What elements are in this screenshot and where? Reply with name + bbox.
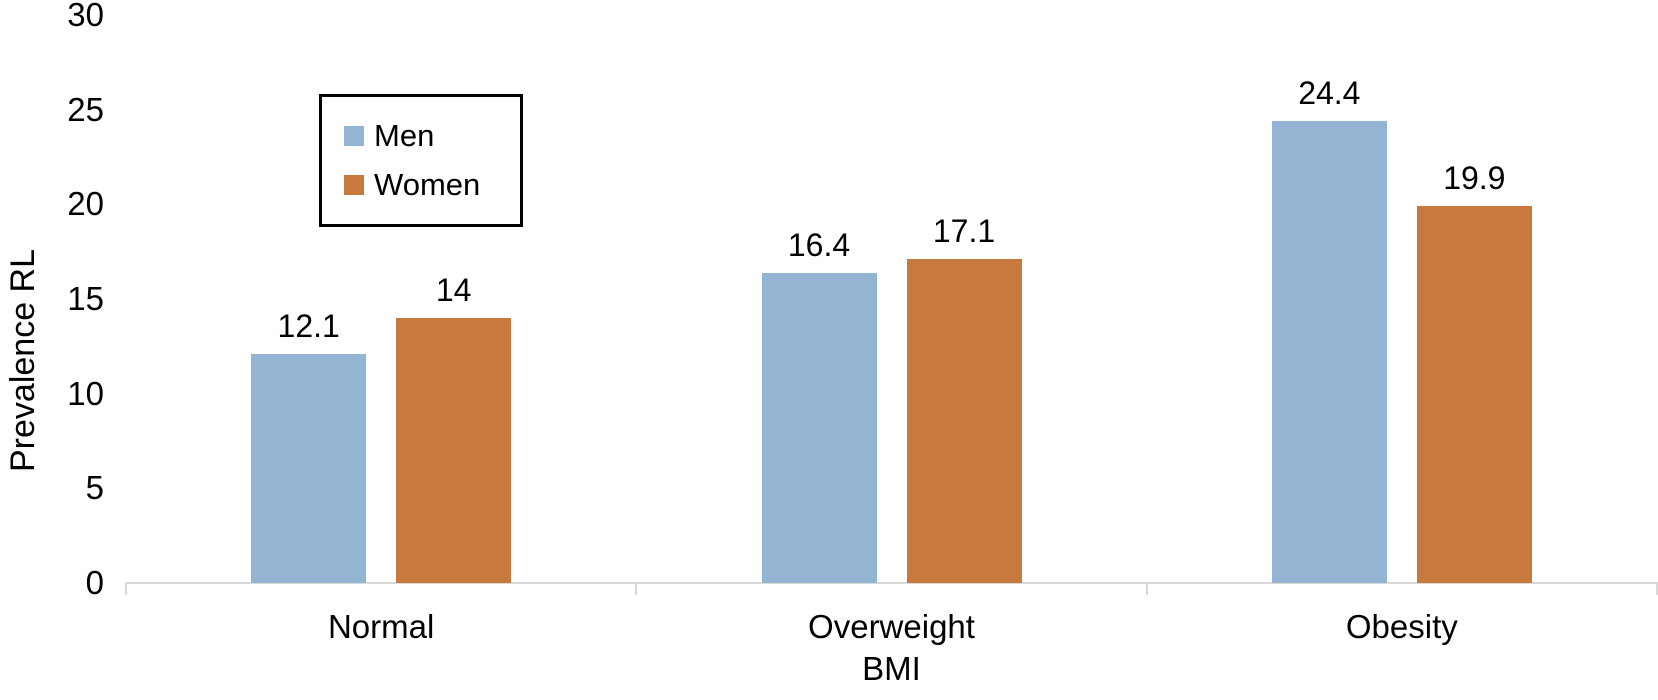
y-axis-title: Prevalence RL [4,248,42,472]
bar-value-label: 19.9 [1443,160,1506,197]
legend-item-men: Men [344,119,520,153]
y-tick-label: 20 [67,185,104,223]
x-axis-tick [635,582,638,595]
legend-swatch-men-icon [344,126,364,146]
bar-women-overweight: 17.1 [906,213,1022,583]
bar-value-label: 14 [435,271,472,308]
legend-swatch-women-icon [344,175,364,195]
bar-men-obesity: 24.4 [1271,75,1387,583]
bar-value-label: 24.4 [1298,75,1361,112]
x-category-label-obesity: Obesity [1345,608,1458,645]
y-tick-label: 5 [85,469,104,507]
bar-value-label: 16.4 [787,226,851,263]
y-tick-label: 0 [85,564,104,601]
bar-women-obesity: 19.9 [1416,160,1532,583]
bar-value-label: 17.1 [932,213,996,250]
x-axis-line [126,582,1657,584]
x-axis-tick [1145,582,1148,595]
x-category-label-normal: Normal [327,608,435,645]
bar-men-normal: 12.1 [251,308,367,583]
y-tick-label: 25 [67,90,104,128]
bar-women-normal: 14 [396,272,512,583]
x-axis-tick [1656,582,1658,595]
x-category-label-overweight: Overweight [808,608,975,645]
legend-label-women: Women [374,167,481,202]
legend-label-men: Men [374,118,435,153]
y-tick-label: 15 [67,280,104,317]
bar-men-overweight: 16.4 [761,227,877,583]
legend-item-women: Women [344,168,520,202]
y-tick-label: 30 [67,0,104,33]
x-axis-title: BMI [862,650,921,687]
bar-value-label: 12.1 [277,307,340,344]
x-axis-tick [125,582,127,595]
y-tick-label: 10 [67,374,104,412]
legend: Men Women [319,94,523,227]
